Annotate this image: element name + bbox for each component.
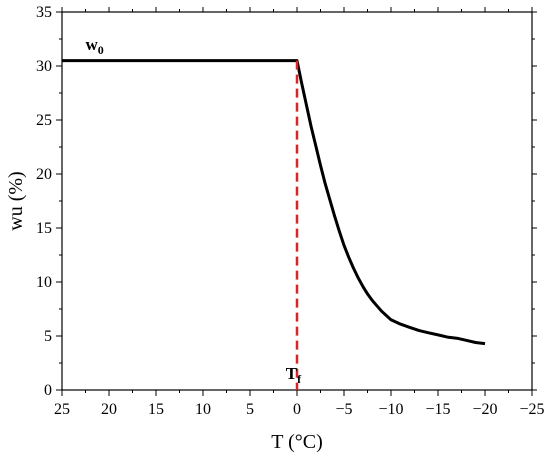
y-tick-label: 20 xyxy=(36,166,52,183)
annotation-w0: w0 xyxy=(86,35,104,57)
y-tick-label: 35 xyxy=(36,4,52,21)
annotation-tf: Tf xyxy=(286,364,302,386)
y-axis: 0 5 10 15 20 25 30 35 xyxy=(36,4,537,399)
x-tick-label: 5 xyxy=(246,401,254,418)
x-tick-label: 15 xyxy=(148,401,164,418)
x-tick-label: −10 xyxy=(378,401,403,418)
x-tick-label: 20 xyxy=(101,401,117,418)
series-layer xyxy=(62,59,486,390)
x-tick-label: −5 xyxy=(335,401,352,418)
x-axis-title: T (°C) xyxy=(271,431,323,453)
annotation-layer: w0 Tf xyxy=(86,35,303,386)
x-tick-label: −20 xyxy=(472,401,497,418)
y-tick-label: 0 xyxy=(44,382,52,399)
y-tick-label: 25 xyxy=(36,112,52,129)
y-tick-label: 10 xyxy=(36,274,52,291)
x-tick-label: −15 xyxy=(425,401,450,418)
x-tick-label: 10 xyxy=(195,401,211,418)
x-axis: 25 20 15 10 5 0 −5 −10 −15 −20 −25 xyxy=(54,7,545,418)
x-tick-label: −25 xyxy=(519,401,544,418)
water-content-curve xyxy=(62,59,486,346)
x-tick-label: 0 xyxy=(293,401,301,418)
y-axis-title: wu (%) xyxy=(5,171,27,230)
y-tick-label: 30 xyxy=(36,58,52,75)
y-tick-label: 5 xyxy=(44,328,52,345)
annotation-subscript: 0 xyxy=(98,43,104,57)
annotation-subscript: f xyxy=(297,372,302,386)
y-tick-label: 15 xyxy=(36,220,52,237)
x-tick-label: 25 xyxy=(54,401,70,418)
